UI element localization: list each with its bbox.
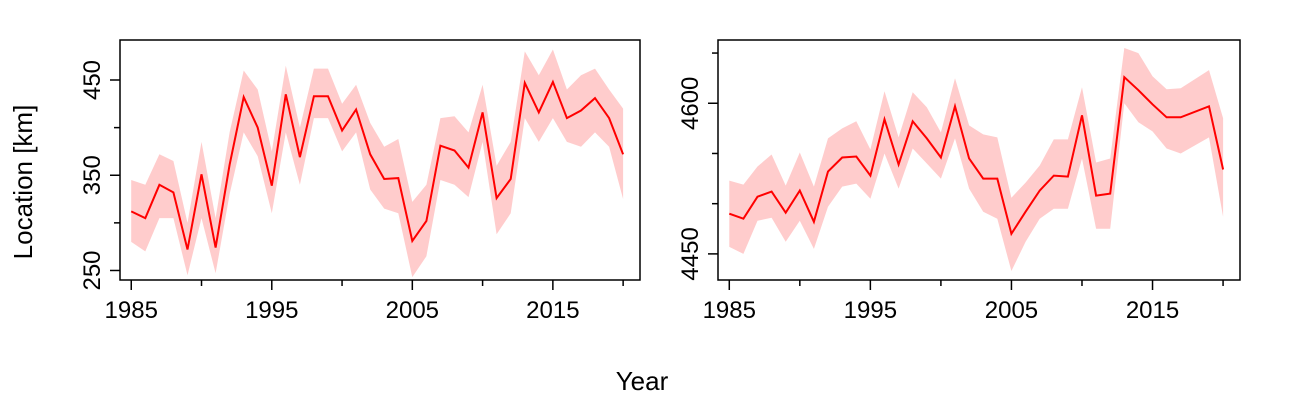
y-tick-label: 450 xyxy=(79,60,106,100)
left-panel: 1985 1995 2005 2015 250 350 450 xyxy=(79,39,641,324)
y-tick-label: 4450 xyxy=(677,227,704,280)
y-axis-title: Location [km] xyxy=(8,105,38,260)
x-tick-label: 1995 xyxy=(245,297,298,324)
plot-frame xyxy=(717,39,1241,281)
y-tick-label: 4600 xyxy=(677,77,704,130)
x-tick-label: 1995 xyxy=(844,297,897,324)
plot-frame xyxy=(119,39,641,281)
y-tick-label: 250 xyxy=(79,250,106,290)
x-tick-label: 1985 xyxy=(105,297,158,324)
x-tick-label: 2005 xyxy=(985,297,1038,324)
x-tick-label: 1985 xyxy=(703,297,756,324)
right-panel: 1985 1995 2005 2015 4450 4600 xyxy=(677,39,1241,324)
x-tick-label: 2015 xyxy=(526,297,579,324)
series-line xyxy=(130,79,625,250)
x-tick-label: 2005 xyxy=(386,297,439,324)
x-tick-label: 2015 xyxy=(1126,297,1179,324)
y-tick-label: 350 xyxy=(79,155,106,195)
series-line xyxy=(728,75,1225,237)
confidence-band xyxy=(131,49,624,278)
x-axis-title: Year xyxy=(616,366,669,396)
confidence-band xyxy=(729,48,1224,271)
